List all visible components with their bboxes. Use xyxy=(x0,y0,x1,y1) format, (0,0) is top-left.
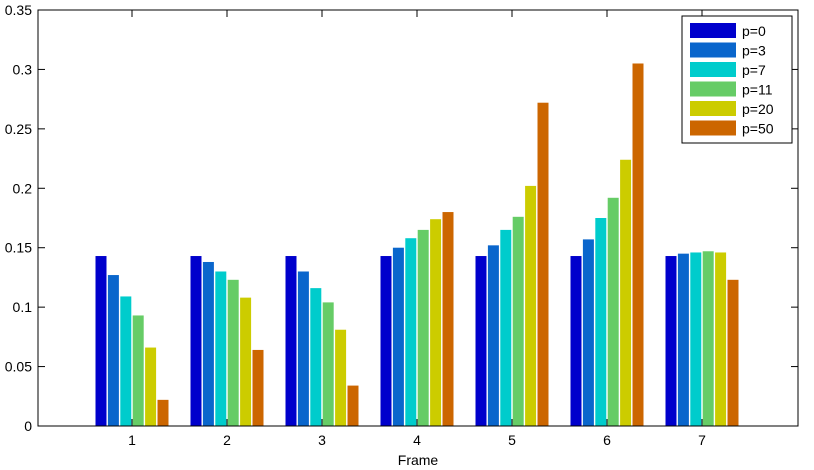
bar-p=20-frame-7 xyxy=(715,252,727,426)
y-tick-label: 0.15 xyxy=(5,240,32,256)
legend-label-p=0: p=0 xyxy=(742,23,766,39)
legend-swatch-p=3 xyxy=(690,42,736,58)
bar-p=50-frame-1 xyxy=(157,399,169,426)
y-tick-label: 0.25 xyxy=(5,121,32,137)
bar-p=3-frame-1 xyxy=(107,275,119,426)
y-tick-label: 0.05 xyxy=(5,359,32,375)
bar-p=0-frame-6 xyxy=(570,256,582,426)
bar-p=20-frame-1 xyxy=(145,347,157,426)
y-tick-label: 0.1 xyxy=(13,299,33,315)
x-tick-label: 4 xyxy=(413,432,421,448)
bar-p=0-frame-1 xyxy=(95,256,107,426)
ticks-group: 1 2 3 4 5 6 7 0 0.05 0.1 0.15 0.2 0.25 0.3 0.35 xyxy=(5,2,798,448)
y-tick-label: 0.2 xyxy=(13,180,33,196)
bar-p=11-frame-4 xyxy=(417,229,429,426)
legend-label-p=50: p=50 xyxy=(742,121,774,137)
bar-p=7-frame-1 xyxy=(120,296,132,426)
bar-p=50-frame-6 xyxy=(632,63,644,427)
plot-frame xyxy=(37,9,799,427)
bar-p=50-frame-2 xyxy=(252,349,264,426)
bar-p=11-frame-1 xyxy=(132,315,144,426)
bar-p=0-frame-4 xyxy=(380,256,392,426)
bar-p=7-frame-3 xyxy=(310,288,322,426)
bar-p=3-frame-6 xyxy=(582,239,594,426)
bar-p=50-frame-3 xyxy=(347,385,359,426)
legend-swatch-p=0 xyxy=(690,23,736,38)
bar-p=0-frame-3 xyxy=(285,256,297,426)
bar-p=3-frame-7 xyxy=(677,253,689,426)
bar-p=7-frame-5 xyxy=(500,229,512,426)
bar-p=20-frame-4 xyxy=(430,219,442,426)
bar-p=0-frame-7 xyxy=(665,256,677,426)
x-axis-title: Frame xyxy=(398,452,439,468)
bar-p=11-frame-3 xyxy=(322,302,334,426)
legend-swatch-p=11 xyxy=(690,81,736,97)
bar-p=50-frame-7 xyxy=(727,279,739,426)
bar-p=50-frame-4 xyxy=(442,212,454,426)
bar-p=7-frame-6 xyxy=(595,218,607,426)
legend: p=0 p=3 p=7 p=11 p=20 p=50 xyxy=(681,15,793,144)
legend-label-p=20: p=20 xyxy=(742,101,774,117)
bar-p=20-frame-3 xyxy=(335,329,347,426)
bars-group xyxy=(95,63,739,427)
bar-p=7-frame-4 xyxy=(405,238,417,426)
bar-p=7-frame-7 xyxy=(690,252,702,426)
bar-p=7-frame-2 xyxy=(215,271,227,426)
bar-p=11-frame-2 xyxy=(227,279,239,426)
bar-p=3-frame-3 xyxy=(297,271,309,426)
legend-label-p=7: p=7 xyxy=(742,62,766,78)
y-tick-label: 0 xyxy=(24,418,32,434)
legend-label-p=3: p=3 xyxy=(742,43,766,59)
bar-p=0-frame-5 xyxy=(475,256,487,426)
x-tick-label: 1 xyxy=(128,432,136,448)
bar-p=20-frame-2 xyxy=(240,297,252,426)
x-tick-label: 7 xyxy=(698,432,706,448)
bar-p=20-frame-6 xyxy=(620,159,632,426)
bar-p=11-frame-5 xyxy=(512,216,524,426)
bar-p=11-frame-7 xyxy=(702,251,714,426)
bar-p=11-frame-6 xyxy=(607,197,619,426)
legend-swatch-p=7 xyxy=(690,62,736,77)
x-tick-label: 5 xyxy=(508,432,516,448)
legend-swatch-p=20 xyxy=(690,101,736,116)
legend-label-p=11: p=11 xyxy=(742,82,773,98)
x-tick-label: 2 xyxy=(223,432,231,448)
bar-p=3-frame-4 xyxy=(392,247,404,426)
y-tick-label: 0.3 xyxy=(13,61,33,77)
bar-p=20-frame-5 xyxy=(525,185,537,426)
x-tick-label: 6 xyxy=(603,432,611,448)
y-tick-label: 0.35 xyxy=(5,2,32,18)
legend-swatch-p=50 xyxy=(690,120,736,136)
bar-p=3-frame-5 xyxy=(487,245,499,426)
bar-p=50-frame-5 xyxy=(537,102,549,427)
bar-p=3-frame-2 xyxy=(202,261,214,426)
bar-p=0-frame-2 xyxy=(190,256,202,426)
x-tick-label: 3 xyxy=(318,432,326,448)
